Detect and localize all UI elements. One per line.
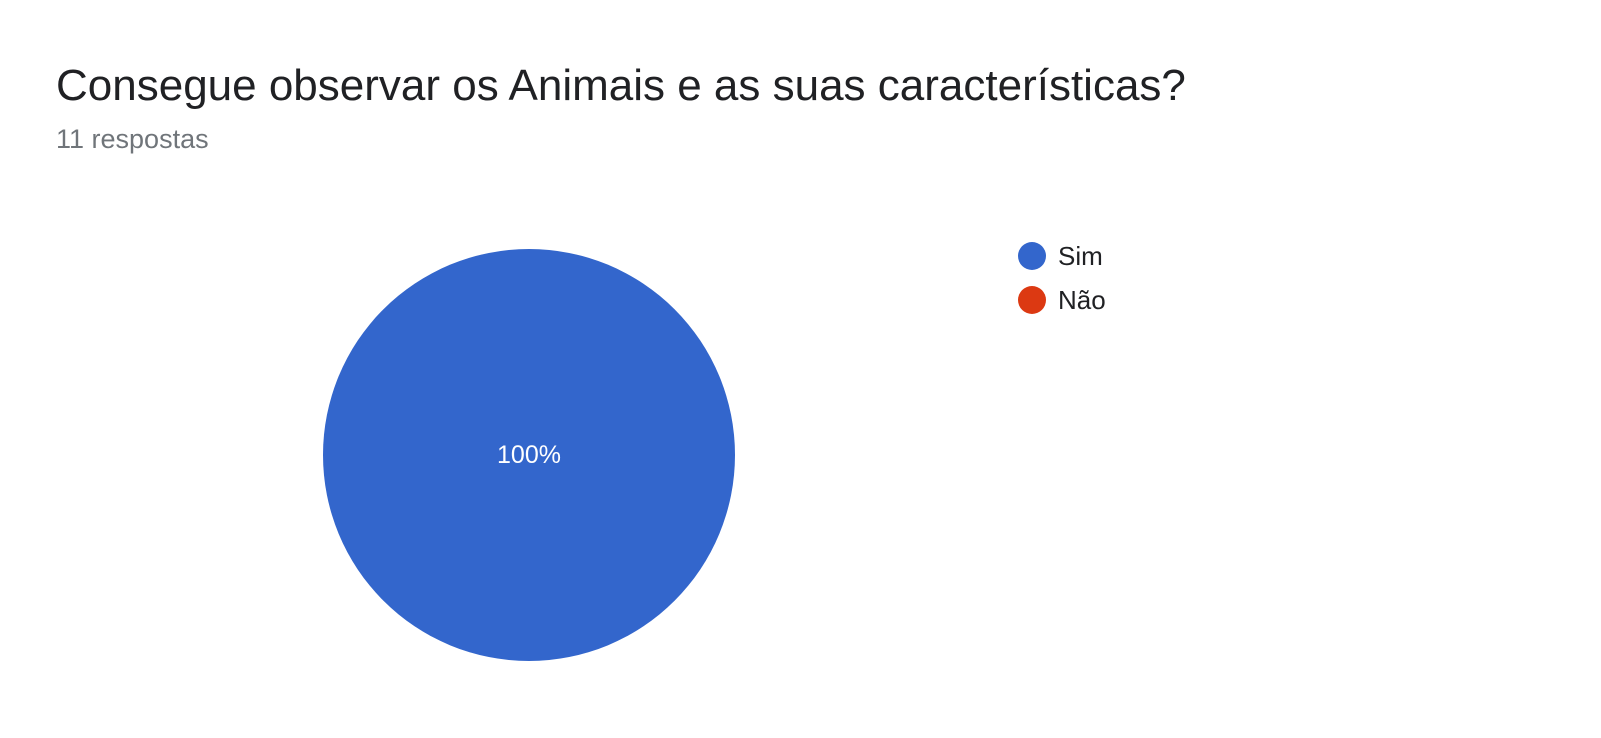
pie-slice-sim-label: 100% xyxy=(497,441,561,469)
legend-swatch-sim xyxy=(1018,242,1046,270)
pie-slice-labels: 100% xyxy=(497,441,561,469)
legend-label-n-o: Não xyxy=(1058,284,1106,315)
legend-swatch-n-o xyxy=(1018,286,1046,314)
pie-slice-sim xyxy=(323,249,735,661)
legend-label-sim: Sim xyxy=(1058,240,1103,271)
pie-slices xyxy=(323,249,735,661)
legend-item-n-o: Não xyxy=(1018,284,1106,315)
legend-item-sim: Sim xyxy=(1018,240,1106,271)
response-count: 11 respostas xyxy=(56,124,209,154)
chart-legend: Sim Não xyxy=(1018,240,1106,330)
question-title: Consegue observar os Animais e as suas c… xyxy=(56,61,1186,110)
